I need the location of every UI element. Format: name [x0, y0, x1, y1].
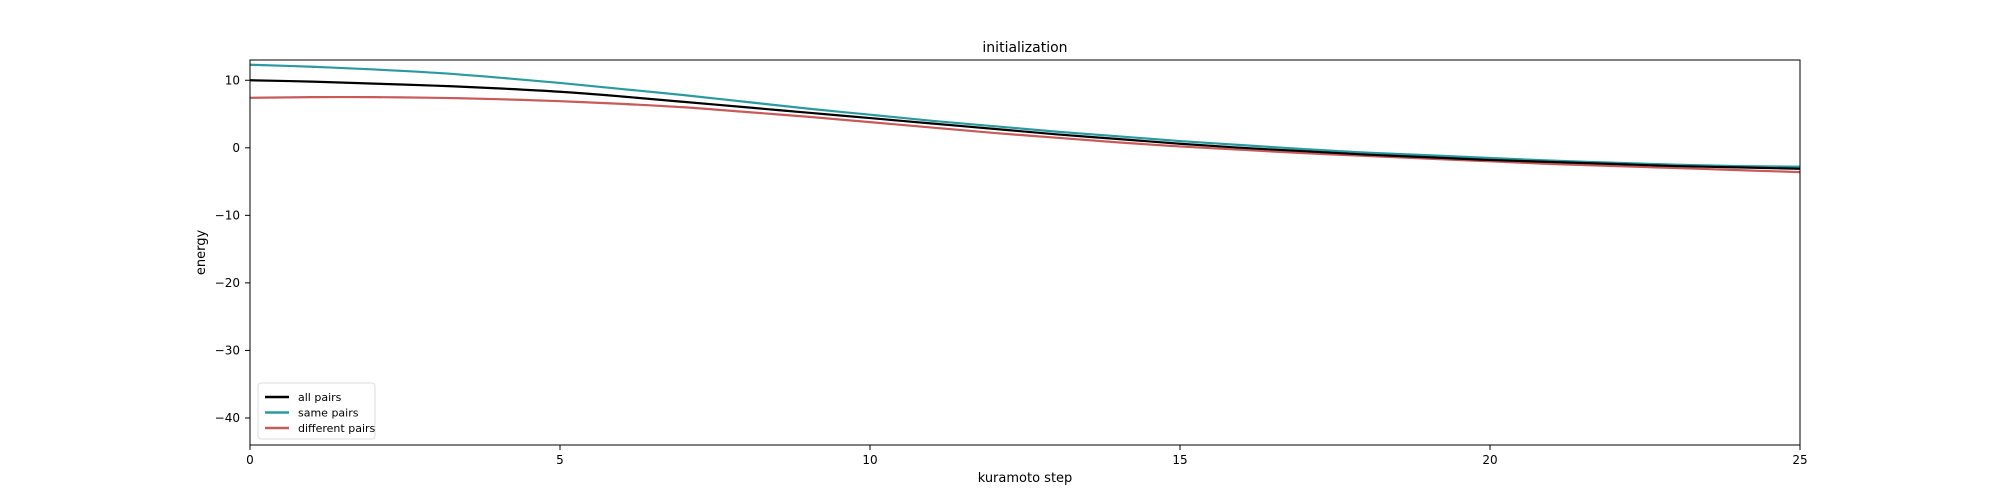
series-layer — [249, 63, 1801, 174]
series-line-same-pairs — [249, 63, 1801, 168]
y-tick-label: 10 — [225, 73, 240, 87]
x-tick-label: 0 — [246, 453, 254, 467]
series-line-different-pairs — [249, 95, 1801, 174]
series-line-all-pairs — [249, 79, 1801, 170]
plot-frame — [249, 59, 1801, 446]
legend-label: different pairs — [298, 422, 376, 435]
y-axis-label: energy — [194, 230, 209, 276]
chart-title: initialization — [982, 40, 1067, 56]
y-tick-label: −30 — [215, 343, 240, 357]
y-tick-label: −20 — [215, 276, 240, 290]
x-tick-label: 20 — [1482, 453, 1497, 467]
legend-label: same pairs — [298, 407, 359, 420]
x-tick-label: 5 — [556, 453, 564, 467]
x-tick-label: 15 — [1172, 453, 1187, 467]
x-axis-label: kuramoto step — [978, 471, 1073, 486]
y-tick-label: −40 — [215, 411, 240, 425]
x-axis-ticks: 0 5 10 15 20 25 — [246, 445, 1808, 467]
x-tick-label: 25 — [1792, 453, 1807, 467]
x-tick-label: 10 — [862, 453, 877, 467]
legend: all pairs same pairs different pairs — [257, 382, 376, 440]
y-axis-ticks: −40 −30 −20 −10 0 10 — [215, 73, 250, 425]
y-tick-label: −10 — [215, 208, 240, 222]
y-tick-label: 0 — [232, 141, 240, 155]
legend-label: all pairs — [298, 391, 342, 404]
